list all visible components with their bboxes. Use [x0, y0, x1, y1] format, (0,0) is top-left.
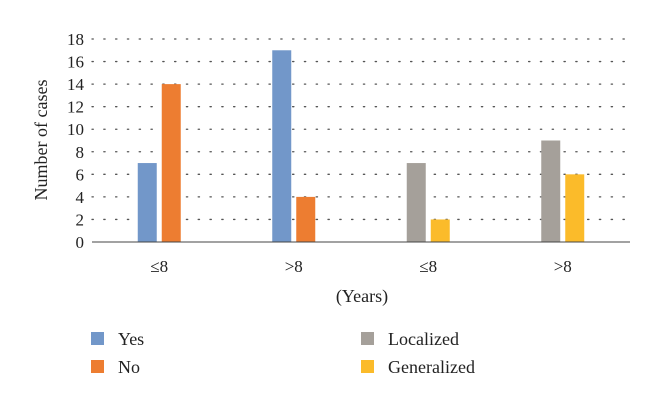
y-tick-label: 12: [67, 98, 84, 117]
bar-no: [296, 196, 316, 242]
x-tick-label: ≤8: [150, 257, 168, 276]
legend-swatch-localized: [361, 332, 374, 345]
x-tick-label: >8: [554, 257, 572, 276]
legend-label-yes: Yes: [118, 329, 144, 349]
bar-localized: [406, 163, 426, 242]
y-tick-labels: 0 2 4 6 8 10 12 14 16 18: [67, 30, 85, 252]
legend: Yes No Localized Generalized: [91, 329, 475, 377]
legend-label-localized: Localized: [388, 329, 459, 349]
legend-swatch-yes: [91, 332, 104, 345]
legend-label-no: No: [118, 357, 140, 377]
bar-yes: [272, 50, 292, 243]
x-tick-label: ≤8: [419, 257, 437, 276]
y-tick-label: 2: [76, 210, 85, 229]
x-tick-label: >8: [285, 257, 303, 276]
y-tick-label: 14: [67, 75, 85, 94]
bar-localized: [541, 140, 561, 242]
legend-swatch-generalized: [361, 360, 374, 373]
bar-no: [161, 84, 181, 242]
x-tick-labels: ≤8 >8 ≤8 >8: [150, 257, 571, 276]
bar-generalized: [565, 174, 585, 242]
y-tick-label: 4: [76, 188, 85, 207]
y-tick-label: 6: [76, 165, 85, 184]
legend-swatch-no: [91, 360, 104, 373]
x-axis-title: (Years): [336, 286, 388, 307]
y-tick-label: 16: [67, 53, 84, 72]
y-tick-label: 0: [76, 233, 85, 252]
y-tick-label: 8: [76, 143, 85, 162]
bar-generalized: [430, 219, 450, 242]
y-axis-title: Number of cases: [31, 80, 51, 201]
y-tick-label: 10: [67, 120, 84, 139]
bar-yes: [137, 163, 157, 242]
bars: [137, 50, 585, 243]
legend-label-generalized: Generalized: [388, 357, 475, 377]
y-tick-label: 18: [67, 30, 84, 49]
grid-lines: [91, 38, 631, 221]
